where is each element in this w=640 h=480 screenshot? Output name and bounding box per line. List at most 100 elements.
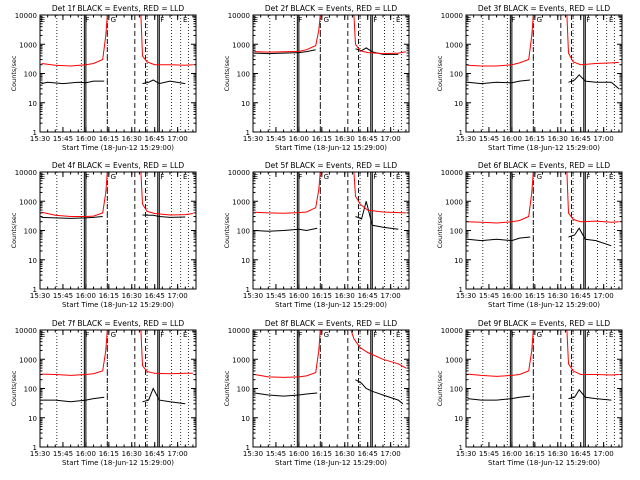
series-line-events — [142, 214, 186, 218]
chart-panel-det-1: Det 1f BLACK = Events, RED = LLD E F G F E 1 10… — [10, 4, 197, 152]
x-tick-label: 17:00 — [381, 450, 401, 458]
x-tick-label: 16:00 — [502, 450, 522, 458]
event-marker-label: G — [111, 16, 116, 24]
event-marker-label: F — [85, 173, 89, 181]
chart-panel-det-4: Det 4f BLACK = Events, RED = LLD E F G F E 1 10… — [10, 161, 197, 309]
x-axis-label: Start Time (18-Jun-12 15:29:00) — [488, 144, 600, 152]
y-tick-label: 10000 — [228, 169, 250, 177]
x-tick-label: 15:30 — [456, 292, 476, 300]
event-marker-label: E — [467, 331, 471, 339]
x-tick-label: 16:15 — [525, 450, 545, 458]
series-line-events — [467, 236, 531, 242]
event-marker-label: E — [254, 173, 258, 181]
x-tick-label: 15:45 — [53, 135, 73, 143]
y-tick-label: 1 — [33, 129, 37, 137]
event-marker-label: F — [160, 331, 164, 339]
event-marker-label: E — [183, 16, 187, 24]
x-tick-label: 15:30 — [456, 135, 476, 143]
x-tick-label: 15:45 — [53, 450, 73, 458]
event-marker-label: F — [511, 173, 515, 181]
y-tick-label: 1000 — [445, 41, 463, 49]
x-axis-label: Start Time (18-Jun-12 15:29:00) — [62, 459, 174, 467]
series-line-events — [254, 392, 318, 397]
x-tick-label: 16:45 — [358, 135, 378, 143]
axes-frame — [465, 14, 623, 133]
x-tick-label: 17:00 — [168, 292, 188, 300]
chart-title: Det 7f BLACK = Events, RED = LLD — [52, 319, 185, 328]
y-tick-label: 1 — [459, 286, 463, 294]
x-tick-label: 17:00 — [594, 292, 614, 300]
event-marker-label: F — [511, 331, 515, 339]
x-tick-label: 17:00 — [381, 135, 401, 143]
y-tick-label: 10000 — [441, 169, 463, 177]
x-tick-label: 16:30 — [548, 135, 568, 143]
x-tick-label: 16:00 — [76, 135, 96, 143]
series-line-events — [467, 395, 531, 401]
x-tick-label: 16:15 — [312, 450, 332, 458]
event-marker-label: E — [396, 331, 400, 339]
y-axis-label: Counts/sec — [223, 212, 231, 248]
x-tick-label: 15:45 — [53, 292, 73, 300]
series-group — [41, 330, 193, 405]
x-tick-label: 16:15 — [99, 292, 119, 300]
y-tick-label: 10000 — [228, 12, 250, 20]
x-tick-label: 15:30 — [243, 292, 263, 300]
x-axis-label: Start Time (18-Jun-12 15:29:00) — [275, 301, 387, 309]
x-tick-label: 16:15 — [99, 450, 119, 458]
x-tick-label: 15:45 — [266, 450, 286, 458]
y-tick-label: 1 — [459, 129, 463, 137]
y-tick-label: 1000 — [232, 198, 250, 206]
event-marker-label: E — [254, 16, 258, 24]
x-tick-label: 17:00 — [168, 450, 188, 458]
chart-title: Det 1f BLACK = Events, RED = LLD — [52, 4, 185, 13]
y-tick-label: 100 — [24, 386, 37, 394]
event-marker-label: E — [183, 331, 187, 339]
x-tick-label: 16:45 — [571, 450, 591, 458]
series-line-events — [467, 79, 531, 85]
event-marker-label: F — [298, 16, 302, 24]
y-tick-label: 100 — [450, 228, 463, 236]
event-marker-label: F — [511, 16, 515, 24]
event-marker-label: F — [298, 173, 302, 181]
x-tick-label: 16:30 — [548, 450, 568, 458]
y-tick-label: 10 — [28, 415, 37, 423]
x-tick-label: 15:30 — [456, 450, 476, 458]
series-line-lld — [41, 15, 108, 67]
series-group — [41, 15, 193, 85]
event-marker-label: F — [373, 16, 377, 24]
event-marker-label: G — [537, 173, 542, 181]
event-marker-label: F — [373, 331, 377, 339]
series-line-lld — [350, 330, 407, 369]
series-line-events — [355, 379, 404, 405]
axes-frame — [39, 329, 197, 448]
x-tick-label: 16:00 — [502, 292, 522, 300]
y-tick-label: 1000 — [19, 41, 37, 49]
event-marker-label: F — [373, 173, 377, 181]
x-tick-label: 16:30 — [335, 292, 355, 300]
y-tick-label: 1 — [33, 444, 37, 452]
chart-title: Det 9f BLACK = Events, RED = LLD — [478, 319, 611, 328]
series-line-events — [254, 227, 318, 232]
y-axis-label: Counts/sec — [10, 212, 18, 248]
y-tick-label: 1 — [246, 286, 250, 294]
x-tick-label: 16:30 — [122, 292, 142, 300]
y-tick-label: 10000 — [15, 169, 37, 177]
x-tick-label: 16:45 — [145, 450, 165, 458]
x-tick-label: 16:45 — [145, 135, 165, 143]
x-axis-label: Start Time (18-Jun-12 15:29:00) — [488, 301, 600, 309]
series-group — [254, 172, 406, 232]
event-marker-label: E — [254, 331, 258, 339]
x-axis-label: Start Time (18-Jun-12 15:29:00) — [275, 459, 387, 467]
y-tick-label: 10000 — [441, 327, 463, 335]
y-tick-label: 100 — [237, 71, 250, 79]
x-tick-label: 16:30 — [122, 450, 142, 458]
series-line-lld — [566, 172, 619, 223]
x-tick-label: 17:00 — [594, 135, 614, 143]
event-marker-label: F — [586, 331, 590, 339]
series-line-events — [142, 387, 186, 405]
y-tick-label: 10000 — [441, 12, 463, 20]
y-tick-label: 1 — [459, 444, 463, 452]
chart-panel-det-8: Det 8f BLACK = Events, RED = LLD E F G F E 1 10… — [223, 319, 410, 467]
series-line-lld — [467, 15, 534, 67]
